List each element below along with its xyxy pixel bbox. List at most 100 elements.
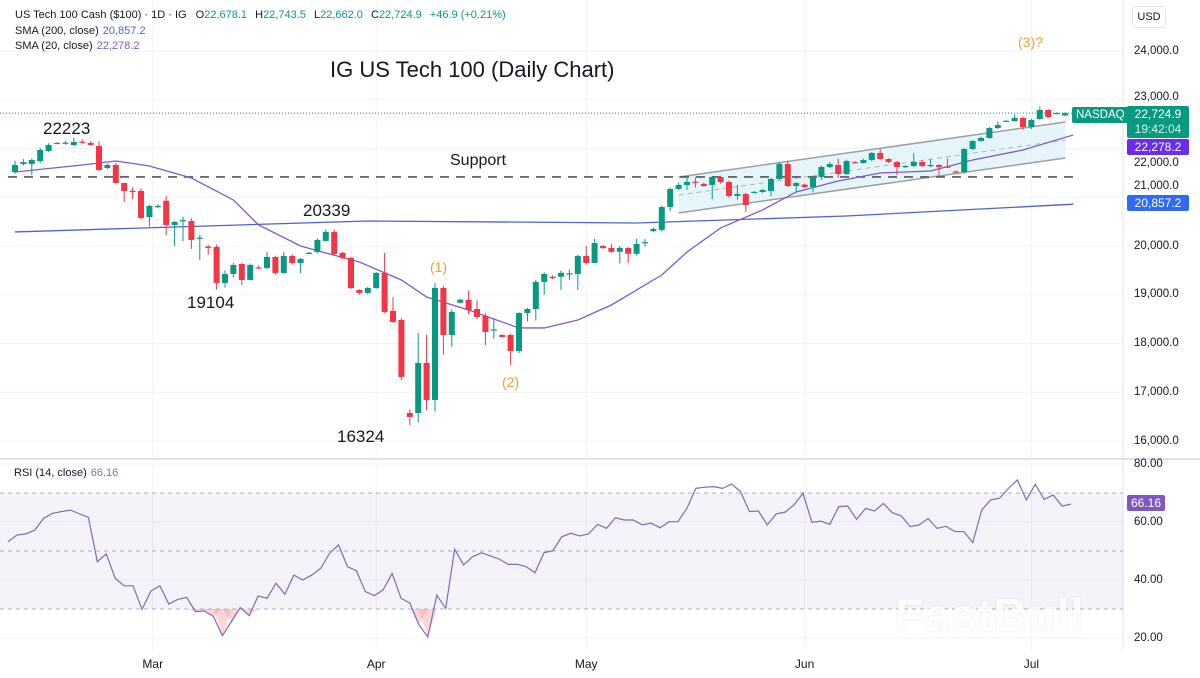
candle-body bbox=[180, 220, 186, 222]
candle-body bbox=[709, 176, 716, 185]
candle bbox=[810, 176, 816, 193]
candle-body bbox=[776, 164, 783, 179]
rsi-axis-label: 20.00 bbox=[1134, 631, 1163, 644]
candle-body bbox=[79, 141, 86, 143]
candle bbox=[961, 148, 968, 174]
time-axis-label: Mar bbox=[142, 657, 164, 671]
candle-body bbox=[230, 264, 237, 274]
candle-body bbox=[978, 137, 984, 141]
last-price: 22,724.9 bbox=[1134, 107, 1182, 121]
candle bbox=[272, 255, 279, 275]
candle bbox=[868, 151, 875, 162]
candle-body bbox=[54, 142, 60, 145]
time-axis-label: Jul bbox=[1023, 657, 1040, 671]
candle bbox=[600, 245, 606, 249]
candle-body bbox=[507, 334, 514, 351]
candle-body bbox=[717, 176, 724, 182]
candle bbox=[608, 243, 615, 253]
candle bbox=[826, 162, 833, 168]
candle-body bbox=[994, 125, 1001, 128]
sma200-value: 20,857.2 bbox=[102, 25, 146, 37]
candle-body bbox=[440, 287, 447, 335]
candle bbox=[936, 164, 942, 176]
candle-body bbox=[549, 276, 556, 279]
candle bbox=[860, 158, 867, 164]
rsi-legend[interactable]: RSI (14, close) 66.16 bbox=[14, 467, 118, 480]
candle-body bbox=[272, 256, 279, 273]
candle-body bbox=[810, 176, 816, 188]
price-axis-label: 17,000.0 bbox=[1134, 385, 1179, 398]
candle-body bbox=[364, 287, 371, 293]
candle-body bbox=[936, 164, 942, 167]
candle-body bbox=[314, 239, 321, 252]
rsi-oversold-fill bbox=[213, 609, 232, 636]
candle-body bbox=[877, 152, 884, 159]
candle bbox=[969, 140, 976, 150]
rsi-label: RSI (14, close) bbox=[14, 467, 87, 479]
candle bbox=[54, 142, 60, 145]
candle-body bbox=[944, 166, 951, 168]
sma20-line bbox=[14, 134, 1074, 329]
candle bbox=[902, 165, 909, 168]
candle-body bbox=[264, 256, 270, 268]
candle-body bbox=[759, 189, 766, 192]
candle bbox=[138, 188, 144, 220]
time-axis-label: Jun bbox=[794, 657, 815, 671]
candle-body bbox=[339, 252, 346, 258]
candle bbox=[398, 318, 405, 381]
candle-body bbox=[986, 127, 993, 138]
candle-body bbox=[457, 299, 464, 303]
candle bbox=[390, 297, 396, 324]
price-axis-label: 20,000.0 bbox=[1134, 239, 1179, 252]
currency-button[interactable]: USD bbox=[1132, 6, 1166, 28]
candle-body bbox=[255, 267, 262, 269]
sma200-legend[interactable]: SMA (200, close) 20,857.2 bbox=[15, 25, 146, 38]
candle-body bbox=[390, 310, 396, 322]
open-value: 22,678.1 bbox=[204, 9, 248, 21]
candle bbox=[793, 182, 800, 193]
candle bbox=[121, 182, 128, 203]
candle-body bbox=[524, 308, 531, 313]
bar-countdown: 19:42:04 bbox=[1134, 122, 1182, 136]
candle-body bbox=[642, 242, 648, 244]
candle bbox=[62, 140, 69, 145]
candle bbox=[709, 175, 716, 200]
rsi-oversold-fill bbox=[222, 609, 241, 622]
candle-body bbox=[482, 315, 489, 332]
candle-body bbox=[835, 164, 842, 174]
candle-body bbox=[1028, 119, 1035, 128]
candle-body bbox=[1003, 120, 1010, 122]
rsi-line bbox=[7, 478, 1072, 639]
candle bbox=[280, 251, 287, 274]
candle-body bbox=[490, 329, 497, 331]
candle-body bbox=[432, 287, 438, 400]
sma20-legend[interactable]: SMA (20, close) 22,278.2 bbox=[15, 40, 139, 53]
candle bbox=[314, 238, 321, 254]
price-axis-label: 23,000.0 bbox=[1134, 91, 1179, 103]
candle bbox=[927, 159, 934, 168]
candle-body bbox=[356, 289, 363, 293]
rsi-axis-label: 60.00 bbox=[1134, 515, 1163, 528]
candle-body bbox=[910, 161, 917, 167]
candle-body bbox=[608, 247, 615, 252]
sma200-label: SMA (200, close) bbox=[15, 25, 99, 37]
low-label: L bbox=[313, 9, 321, 21]
candle bbox=[759, 188, 766, 193]
candle-body bbox=[692, 181, 699, 183]
candle bbox=[499, 334, 506, 338]
candle bbox=[222, 270, 228, 288]
candle bbox=[1003, 120, 1010, 122]
candle-body bbox=[919, 161, 926, 167]
annotation-16324: 16324 bbox=[337, 427, 385, 446]
chart-title: IG US Tech 100 (Daily Chart) bbox=[330, 57, 615, 82]
candle bbox=[213, 244, 220, 290]
price-axis-label: 24,000.0 bbox=[1134, 44, 1179, 57]
candle bbox=[541, 272, 548, 295]
candle-body bbox=[62, 142, 69, 144]
close-value: 22,724.9 bbox=[378, 9, 422, 21]
high-label: H bbox=[255, 9, 264, 21]
candle-body bbox=[868, 152, 875, 161]
candle-body bbox=[583, 255, 590, 263]
candle bbox=[440, 285, 447, 355]
